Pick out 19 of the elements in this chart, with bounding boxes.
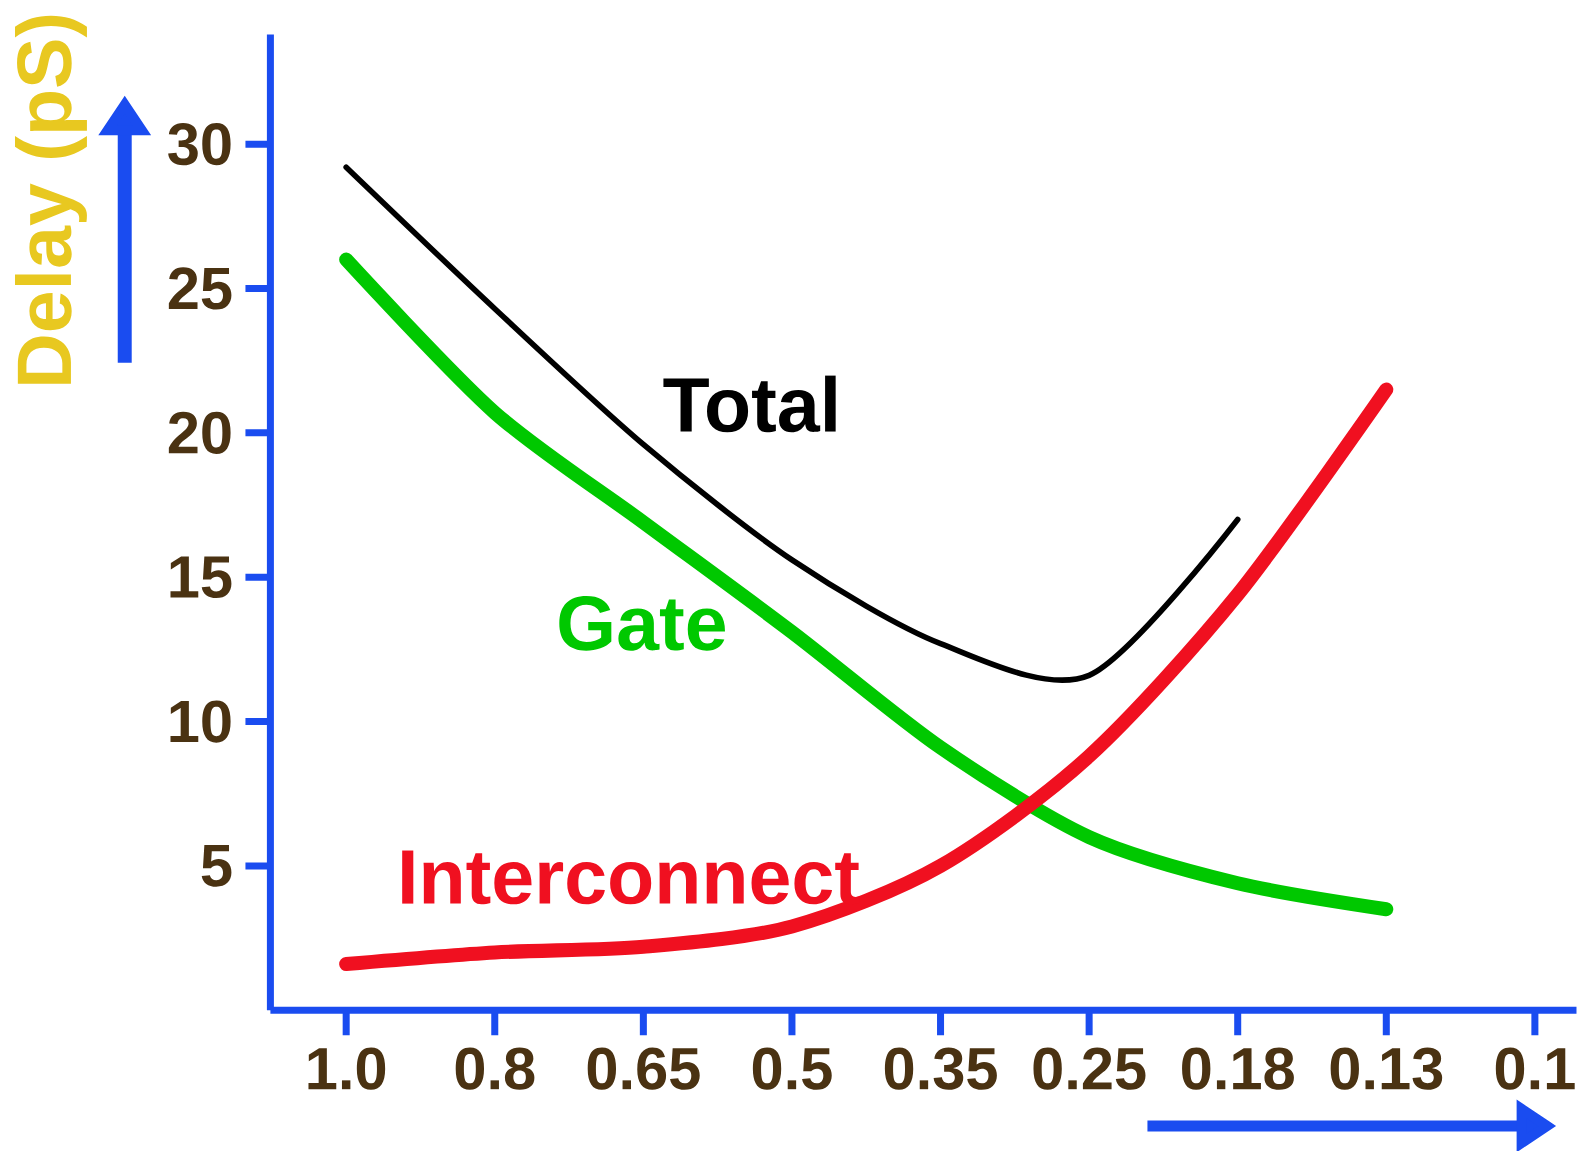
- x-tick-label: 0.65: [587, 1047, 700, 1090]
- x-tick-label: 0.35: [884, 1047, 997, 1090]
- y-tick-label: 30: [168, 123, 231, 166]
- y-tick-label: 25: [168, 267, 232, 310]
- y-tick-label: 15: [170, 556, 232, 599]
- series-label: Gate: [559, 596, 725, 651]
- x-tick-label: 0.1: [1495, 1047, 1575, 1090]
- x-tick-label: 0.5: [752, 1047, 832, 1090]
- series-label: Total: [663, 375, 836, 433]
- y-tick-label: 20: [168, 411, 231, 454]
- series-label: Interconnect: [402, 850, 860, 905]
- x-tick-label: 0.13: [1330, 1047, 1443, 1090]
- y-tick-label: 10: [170, 700, 231, 743]
- y-tick-label: 5: [201, 845, 232, 887]
- x-tick-label: 1.0: [308, 1047, 386, 1090]
- x-tick-label: 0.18: [1182, 1047, 1294, 1090]
- y-axis-title: Delay (pS): [14, 15, 87, 384]
- x-tick-label: 0.25: [1033, 1047, 1146, 1090]
- x-tick-label: 0.8: [455, 1047, 535, 1090]
